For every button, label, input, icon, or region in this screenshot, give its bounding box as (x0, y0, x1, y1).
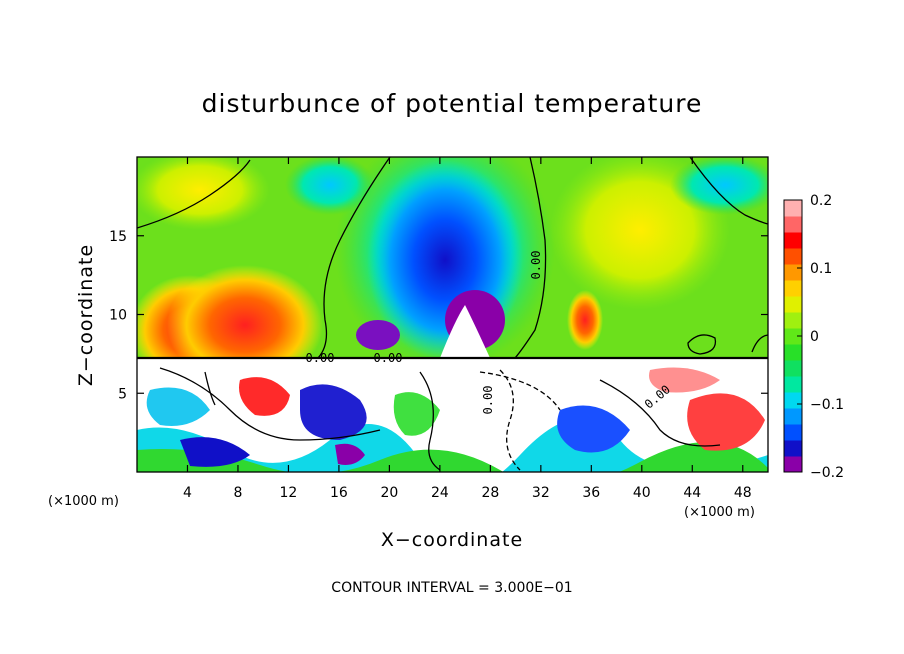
y-axis-label: Z−coordinate (75, 244, 97, 386)
colorbar-swatch (784, 408, 802, 425)
colorbar-swatch (784, 440, 802, 457)
x-tick-label: 28 (481, 485, 499, 501)
colorbar-swatch (784, 392, 802, 409)
y-tick-label: 5 (118, 386, 127, 402)
lower-layer-swirl-red-2 (687, 393, 765, 451)
lower-layer-band-green-1 (137, 441, 768, 472)
colorbar-swatch (784, 456, 802, 473)
field-plot: 0.00 0.00 0.00 0.00 0.00 (137, 157, 768, 472)
contour-closed-right (687, 334, 717, 355)
warm-patch-right (567, 290, 603, 350)
warm-anomaly-left (167, 265, 323, 385)
contour-zero-center-left (317, 157, 391, 359)
lower-layer-swirl-purple-1 (335, 443, 365, 465)
x-tick-label: 24 (431, 485, 449, 501)
contour-lower-4 (599, 379, 721, 447)
y-axis: 5 10 15 (109, 229, 768, 402)
colorbar-swatch (784, 200, 802, 217)
colorbar-tick-label: 0.2 (810, 193, 832, 209)
colorbar-swatch (784, 264, 802, 281)
y-tick-label: 10 (109, 308, 127, 324)
x-tick-label: 16 (330, 485, 348, 501)
x-tick-label: 12 (280, 485, 298, 501)
contour-lower-2 (419, 371, 441, 471)
x-axis: 4 8 12 16 20 24 28 32 36 40 44 48 (183, 157, 752, 501)
colorbar-swatch (784, 360, 802, 377)
x-tick-label: 44 (683, 485, 701, 501)
cool-anomaly-white-peak (440, 305, 490, 358)
lower-layer-swirl-red-1 (239, 377, 290, 416)
contour-zero-right (689, 157, 768, 225)
colorbar-swatch (784, 328, 802, 345)
contour-lower-3 (499, 369, 521, 471)
contour-label: 0.00 (374, 351, 403, 365)
contour-label: 0.00 (306, 351, 335, 365)
x-axis-label: X−coordinate (381, 529, 523, 551)
colorbar-swatch (784, 232, 802, 249)
lower-layer-swirl-blue-2 (557, 405, 630, 453)
x-axis-unit-left: (×1000 m) (48, 494, 119, 509)
contour-lines (137, 157, 768, 471)
contour-lower-1 (159, 367, 381, 441)
lower-layer-swirl-blue-3 (180, 437, 250, 467)
x-axis-unit-right: (×1000 m) (684, 505, 755, 520)
y-tick-label: 15 (109, 229, 127, 245)
lower-layer-swirl-pink-1 (649, 367, 720, 393)
x-tick-label: 48 (734, 485, 752, 501)
chart-title: disturbunce of potential temperature (202, 89, 703, 118)
x-tick-label: 4 (183, 485, 192, 501)
colorbar-swatch (784, 344, 802, 361)
colorbar-tick-label: 0.1 (810, 261, 832, 277)
colorbar-tick-label: 0 (810, 329, 819, 345)
colorbar-swatch (784, 216, 802, 233)
contour-interval-note: CONTOUR INTERVAL = 3.000E−01 (331, 580, 572, 596)
contour-zero-center-right (514, 157, 547, 359)
lower-layer-swirl-green-1 (393, 392, 440, 436)
colorbar-swatch (784, 424, 802, 441)
x-tick-label: 20 (380, 485, 398, 501)
colorbar-tick-label: −0.1 (810, 397, 844, 413)
contour-lower-6 (204, 371, 216, 406)
lower-layer-swirl-blue-1 (300, 384, 367, 440)
cyan-patch-right-top (670, 157, 768, 215)
colorbar-swatch (784, 376, 802, 393)
contour-lower-5 (479, 371, 561, 411)
contour-zero-left (137, 159, 251, 229)
colorbar-swatch (784, 280, 802, 297)
cool-anomaly-purple-left (356, 320, 400, 350)
contour-closed-right-edge (751, 334, 768, 353)
colorbar-swatch (784, 296, 802, 313)
x-tick-label: 40 (633, 485, 651, 501)
lower-layer-swirl-cyan-1 (146, 387, 210, 426)
x-tick-label: 8 (233, 485, 242, 501)
contour-label: 0.00 (529, 251, 543, 280)
contour-label: 0.00 (481, 386, 495, 415)
colorbar-ticks: 0.2 0.1 0 −0.1 −0.2 (797, 193, 844, 481)
x-tick-label: 36 (582, 485, 600, 501)
colorbar-tick-label: −0.2 (810, 465, 844, 481)
colorbar-swatch (784, 248, 802, 265)
colorbar-swatch (784, 312, 802, 329)
x-tick-label: 32 (532, 485, 550, 501)
